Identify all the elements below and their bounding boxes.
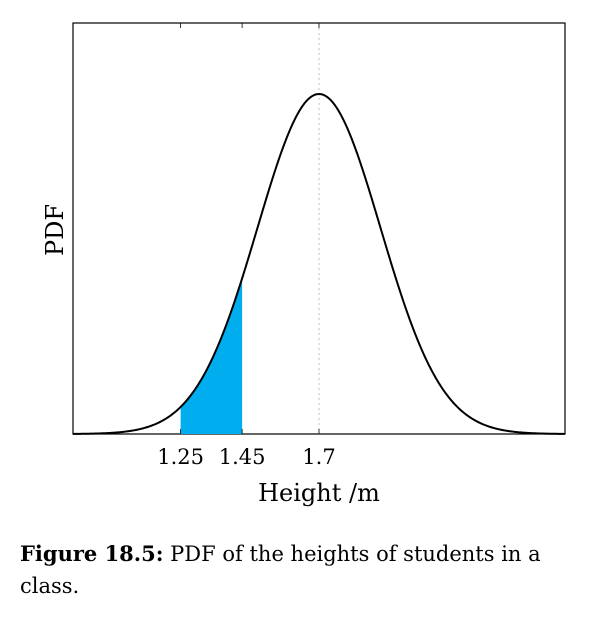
pdf-chart: 1.25 1.45 1.7 Height /m PDF (41, 22, 566, 507)
figure-caption: Figure 18.5: PDF of the heights of stude… (20, 538, 584, 602)
shaded-region (180, 278, 243, 434)
y-axis-label: PDF (41, 204, 69, 256)
x-axis-label: Height /m (258, 479, 380, 507)
x-tick-label: 1.7 (302, 445, 335, 469)
x-tick-label: 1.25 (157, 445, 204, 469)
caption-text: PDF of the heights of students in a clas… (20, 542, 541, 598)
pdf-curve (72, 92, 566, 435)
x-axis-ticks: 1.25 1.45 1.7 (157, 23, 336, 469)
x-tick-label: 1.45 (219, 445, 266, 469)
caption-label: Figure 18.5: (20, 541, 164, 566)
